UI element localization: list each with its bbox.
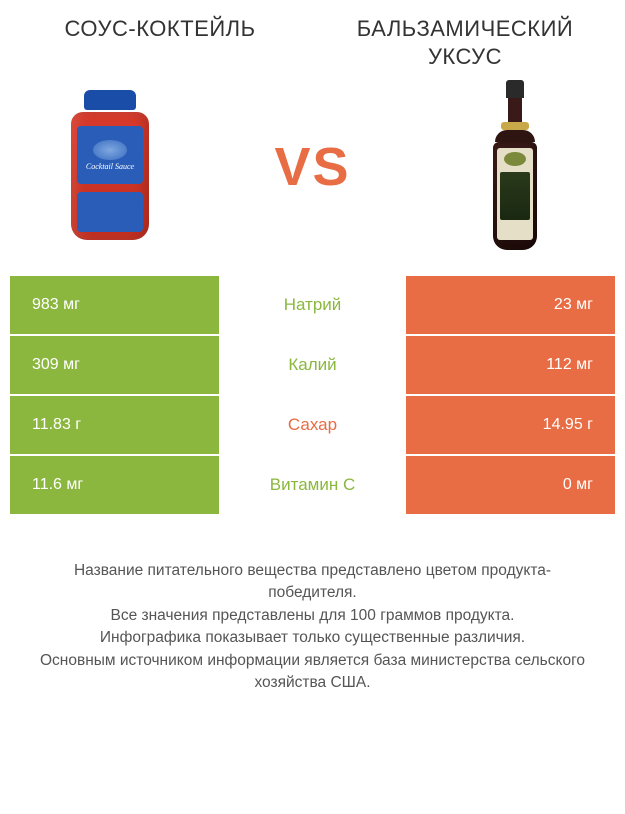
- left-product-image: Cocktail Sauce: [50, 80, 170, 250]
- vs-label: VS: [274, 136, 350, 198]
- product-images: Cocktail Sauce VS: [10, 70, 615, 270]
- footer-line: Все значения представлены для 100 граммо…: [30, 605, 595, 627]
- table-row: 983 мгНатрий23 мг: [10, 276, 615, 334]
- table-row: 309 мгКалий112 мг: [10, 336, 615, 394]
- right-value: 0 мг: [406, 456, 615, 514]
- balsamic-bottle-icon: [492, 80, 538, 250]
- header: СОУС-КОКТЕЙЛЬ БАЛЬЗАМИЧЕСКИЙ УКСУС: [10, 15, 615, 70]
- right-value: 23 мг: [406, 276, 615, 334]
- comparison-table: 983 мгНатрий23 мг309 мгКалий112 мг11.83 …: [10, 276, 615, 514]
- footer-line: Название питательного вещества представл…: [30, 560, 595, 605]
- left-value: 11.83 г: [10, 396, 219, 454]
- left-value: 11.6 мг: [10, 456, 219, 514]
- right-product-image: [455, 80, 575, 250]
- left-title: СОУС-КОКТЕЙЛЬ: [20, 15, 300, 43]
- right-value: 14.95 г: [406, 396, 615, 454]
- nutrient-name: Натрий: [219, 276, 406, 334]
- footer-line: Основным источником информации является …: [30, 650, 595, 695]
- table-row: 11.6 мгВитамин C0 мг: [10, 456, 615, 514]
- nutrient-name: Сахар: [219, 396, 406, 454]
- table-row: 11.83 гСахар14.95 г: [10, 396, 615, 454]
- left-value: 983 мг: [10, 276, 219, 334]
- cocktail-sauce-jar-icon: Cocktail Sauce: [71, 90, 149, 240]
- infographic: СОУС-КОКТЕЙЛЬ БАЛЬЗАМИЧЕСКИЙ УКСУС Cockt…: [0, 0, 625, 695]
- footer-line: Инфографика показывает только существенн…: [30, 627, 595, 649]
- nutrient-name: Витамин C: [219, 456, 406, 514]
- nutrient-name: Калий: [219, 336, 406, 394]
- left-value: 309 мг: [10, 336, 219, 394]
- right-value: 112 мг: [406, 336, 615, 394]
- right-title: БАЛЬЗАМИЧЕСКИЙ УКСУС: [325, 15, 605, 70]
- jar-label-text: Cocktail Sauce: [86, 162, 134, 171]
- footer-notes: Название питательного вещества представл…: [10, 560, 615, 695]
